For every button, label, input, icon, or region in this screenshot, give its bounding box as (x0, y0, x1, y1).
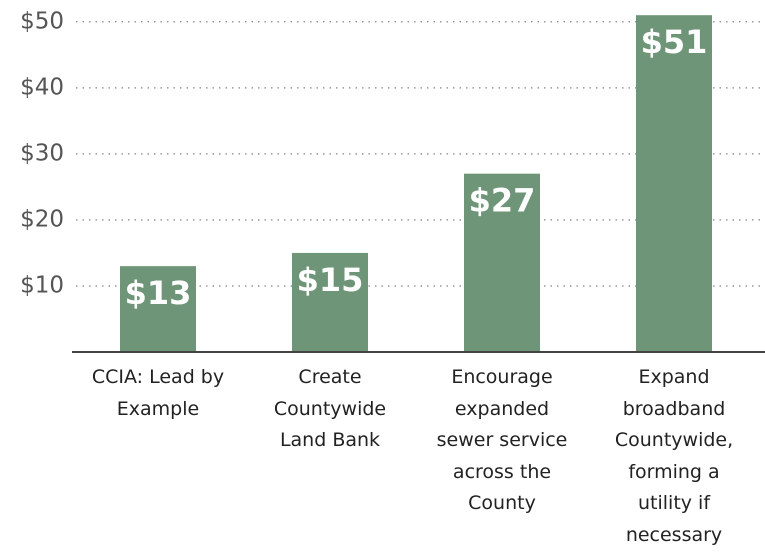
y-tick-label: $50 (20, 8, 64, 34)
bar (120, 266, 196, 352)
value-label: $51 (641, 23, 708, 61)
x-tick-label: CCIA: Lead by Example (91, 366, 225, 420)
value-label: $13 (125, 274, 192, 312)
y-tick-label: $30 (20, 140, 64, 166)
bar (636, 15, 712, 353)
y-tick-label: $20 (20, 206, 64, 232)
bar (292, 252, 368, 352)
x-tick-label: Encourage expanded sewer service across … (436, 366, 568, 514)
y-tick-label: $10 (20, 272, 64, 298)
x-tick-label: Expand broadband Countywide, forming a u… (614, 366, 734, 546)
value-label: $15 (297, 261, 364, 299)
value-label: $27 (469, 182, 536, 220)
bar (464, 173, 540, 352)
x-tick-label: Create Countywide Land Bank (273, 366, 387, 451)
y-tick-label: $40 (20, 74, 64, 100)
